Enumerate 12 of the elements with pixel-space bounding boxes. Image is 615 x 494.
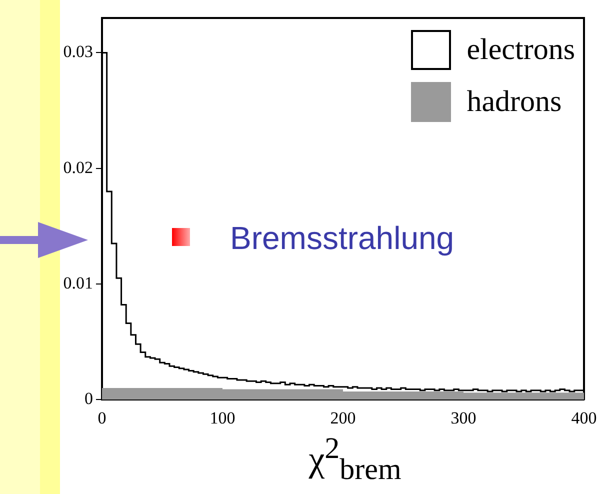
x-tick-label: 400 [571,408,597,428]
y-tick-label: 0 [84,389,93,408]
y-tick-label: 0.01 [63,273,93,292]
x-tick-label: 100 [210,408,236,428]
legend-label: electrons [466,33,575,67]
x-tick-label: 0 [98,408,106,428]
y-tick-label: 0.02 [63,158,93,177]
x-tick-label: 200 [330,408,356,428]
y-tick-label: 0.03 [63,42,93,62]
annotation: Bremsstrahlung [230,220,454,257]
legend-label: hadrons [466,85,562,119]
x-tick-label: 300 [450,408,476,428]
